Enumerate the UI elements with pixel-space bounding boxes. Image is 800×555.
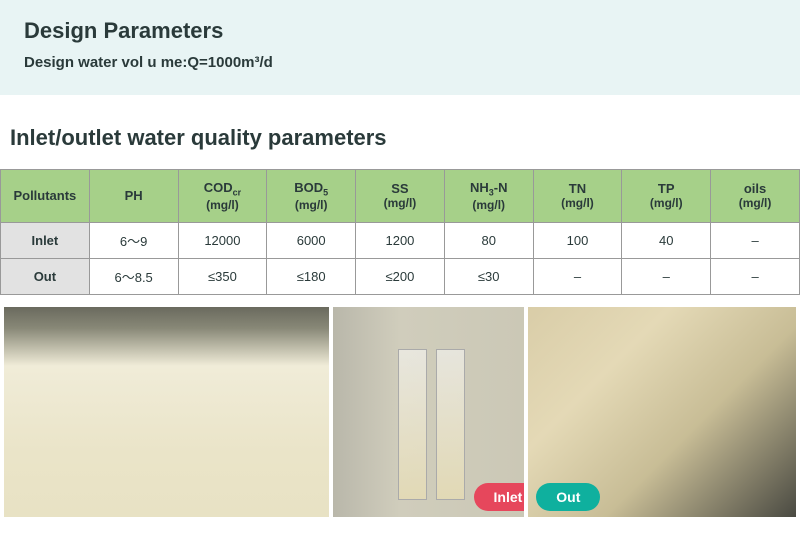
cell: 40 (622, 222, 711, 258)
water-quality-table: Pollutants PH CODcr(mg/l) BOD5(mg/l) SS(… (0, 169, 800, 295)
col-bod: BOD5(mg/l) (267, 170, 356, 223)
cell: – (622, 258, 711, 294)
photo-placeholder (4, 307, 329, 517)
photo-inlet-tank (4, 307, 329, 517)
cell: 6000 (267, 222, 356, 258)
out-badge: Out (536, 483, 600, 511)
col-nh3n: NH3-N(mg/l) (444, 170, 533, 223)
col-cod: CODcr(mg/l) (178, 170, 267, 223)
table-row-out: Out 6～8.5 ≤350 ≤180 ≤200 ≤30 – – – (1, 258, 800, 294)
cell: 100 (533, 222, 622, 258)
cell: 6～8.5 (89, 258, 178, 294)
page-title: Design Parameters (24, 18, 776, 44)
design-volume-text: Design water vol u me:Q=1000m³/d (24, 54, 776, 71)
cell: 6～9 (89, 222, 178, 258)
cell: ≤180 (267, 258, 356, 294)
table-header-row: Pollutants PH CODcr(mg/l) BOD5(mg/l) SS(… (1, 170, 800, 223)
cell: ≤200 (356, 258, 445, 294)
col-tn: TN(mg/l) (533, 170, 622, 223)
col-ss: SS(mg/l) (356, 170, 445, 223)
cell: – (711, 258, 800, 294)
cell: – (533, 258, 622, 294)
cell: 1200 (356, 222, 445, 258)
table-row-inlet: Inlet 6～9 12000 6000 1200 80 100 40 – (1, 222, 800, 258)
col-tp: TP(mg/l) (622, 170, 711, 223)
cell: ≤30 (444, 258, 533, 294)
table-section-heading: Inlet/outlet water quality parameters (0, 95, 800, 169)
photo-inlet-cylinders: Inlet (333, 307, 524, 517)
cell: 12000 (178, 222, 267, 258)
col-oils: oils(mg/l) (711, 170, 800, 223)
cell: – (711, 222, 800, 258)
rowhead-inlet: Inlet (1, 222, 90, 258)
cell: ≤350 (178, 258, 267, 294)
photo-out-water: Out (528, 307, 796, 517)
col-pollutants: Pollutants (1, 170, 90, 223)
rowhead-out: Out (1, 258, 90, 294)
inlet-badge: Inlet (474, 483, 525, 511)
cell: 80 (444, 222, 533, 258)
photo-row: Inlet Out (0, 307, 800, 517)
col-ph: PH (89, 170, 178, 223)
design-parameters-panel: Design Parameters Design water vol u me:… (0, 0, 800, 95)
